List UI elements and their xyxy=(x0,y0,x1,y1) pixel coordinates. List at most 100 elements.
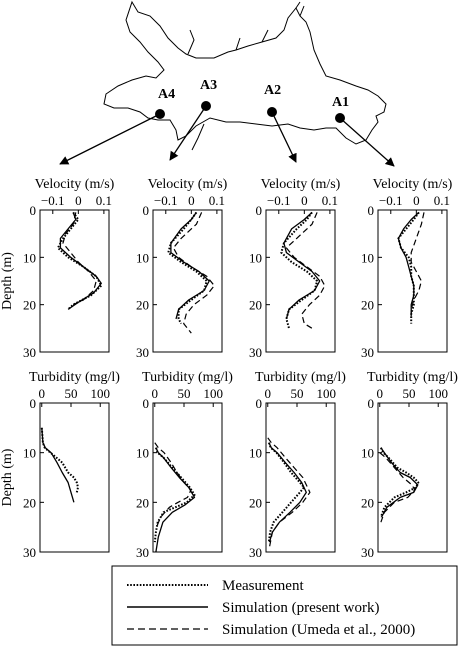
station-arrow-a2 xyxy=(271,111,297,163)
x-axis-label: Velocity (m/s) xyxy=(35,177,115,192)
y-tick-label: 10 xyxy=(249,446,262,461)
y-tick-label: 20 xyxy=(249,495,262,510)
station-arrow-a1 xyxy=(339,117,395,167)
y-tick-label: 30 xyxy=(23,345,36,360)
series-dashed xyxy=(154,442,192,528)
panel-velocity-a1: Velocity (m/s)−0.1 0 0.1 0 10 20 30 xyxy=(361,177,453,360)
x-axis-label: Turbidity (mg/l) xyxy=(142,370,233,385)
y-tick-label: 0 xyxy=(256,203,263,218)
plot-frame xyxy=(265,209,336,353)
y-tick-label: 20 xyxy=(23,495,36,510)
panel-velocity-a2: Velocity (m/s)−0.1 0 0.1 0 10 20 30 xyxy=(249,177,341,360)
y-tick-label: 0 xyxy=(368,203,375,218)
legend-label-measurement: Measurement xyxy=(222,578,304,594)
plot-frame xyxy=(265,402,336,553)
plot-frame xyxy=(377,209,448,353)
y-tick-label: 20 xyxy=(361,298,374,313)
x-axis-label: Turbidity (mg/l) xyxy=(255,370,346,385)
station-a4: A4 xyxy=(59,87,175,165)
series-dashed xyxy=(285,212,326,329)
series-solid xyxy=(170,212,210,320)
plot-frame xyxy=(152,209,223,353)
y-tick-label: 20 xyxy=(249,298,262,313)
series-dashed xyxy=(267,437,311,548)
y-tick-label: 0 xyxy=(368,396,375,411)
series-solid xyxy=(41,427,75,503)
series-solid xyxy=(59,212,102,310)
y-tick-label: 30 xyxy=(361,345,374,360)
plot-frame xyxy=(39,402,110,553)
x-tick-label: −0.1 xyxy=(379,193,403,208)
x-tick-label: 100 xyxy=(203,386,223,401)
x-axis-label: Velocity (m/s) xyxy=(261,177,341,192)
y-tick-label: 20 xyxy=(136,298,149,313)
y-tick-label: 20 xyxy=(136,495,149,510)
plot-frame xyxy=(377,402,448,553)
y-tick-label: 0 xyxy=(143,396,150,411)
y-axis-label: Depth (m) xyxy=(0,252,15,310)
x-tick-label: −0.1 xyxy=(267,193,291,208)
station-a3: A3 xyxy=(169,78,217,161)
y-tick-label: 30 xyxy=(136,345,149,360)
legend-label-umeda: Simulation (Umeda et al., 2000) xyxy=(222,622,415,638)
y-tick-label: 10 xyxy=(249,250,262,265)
series-dashed xyxy=(379,452,416,523)
y-tick-label: 30 xyxy=(361,545,374,560)
y-tick-label: 0 xyxy=(30,203,37,218)
series-solid xyxy=(155,447,196,553)
y-tick-label: 30 xyxy=(23,545,36,560)
y-tick-label: 20 xyxy=(23,298,36,313)
x-tick-label: 0 xyxy=(75,193,82,208)
x-tick-label: 0 xyxy=(39,386,46,401)
x-axis-label: Turbidity (mg/l) xyxy=(29,370,120,385)
reservoir-outline xyxy=(103,0,387,145)
series-dotted xyxy=(56,211,103,311)
series-dashed xyxy=(172,212,215,334)
station-a2: A2 xyxy=(264,83,297,163)
legend: Measurement Simulation (present work) Si… xyxy=(111,565,458,646)
x-tick-label: −0.1 xyxy=(41,193,65,208)
x-tick-label: 0.1 xyxy=(96,193,112,208)
legend-box xyxy=(111,565,458,646)
y-tick-label: 30 xyxy=(249,545,262,560)
station-label-a1: A1 xyxy=(332,95,349,110)
series-solid xyxy=(283,211,321,320)
y-tick-label: 0 xyxy=(143,203,150,218)
x-tick-label: 50 xyxy=(402,386,415,401)
station-label-a4: A4 xyxy=(158,87,175,102)
x-axis-label: Turbidity (mg/l) xyxy=(367,370,458,385)
series-solid xyxy=(268,442,307,543)
series-dashed xyxy=(410,212,425,319)
series-dotted xyxy=(397,211,420,324)
series-dotted xyxy=(167,211,208,325)
x-tick-label: 0.1 xyxy=(209,193,225,208)
x-tick-label: 50 xyxy=(290,386,303,401)
x-tick-label: 50 xyxy=(64,386,77,401)
y-tick-label: 0 xyxy=(30,396,37,411)
station-label-a3: A3 xyxy=(200,78,217,93)
series-dotted xyxy=(267,442,305,543)
x-tick-label: 0 xyxy=(377,386,384,401)
station-arrow-a4 xyxy=(59,113,161,165)
reservoir-map xyxy=(103,0,387,151)
series-solid xyxy=(397,211,420,315)
x-axis-label: Velocity (m/s) xyxy=(373,177,453,192)
y-tick-label: 0 xyxy=(256,396,263,411)
station-a1: A1 xyxy=(332,95,395,167)
legend-label-present-work: Simulation (present work) xyxy=(222,600,379,616)
y-tick-label: 10 xyxy=(361,250,374,265)
panel-velocity-a3: Velocity (m/s)−0.1 0 0.1 0 10 20 30 xyxy=(136,177,228,360)
y-tick-label: 30 xyxy=(136,545,149,560)
y-tick-label: 10 xyxy=(23,446,36,461)
series-solid xyxy=(380,447,419,518)
x-tick-label: 0 xyxy=(265,386,272,401)
series-dotted xyxy=(40,427,79,493)
series-dotted xyxy=(379,447,420,518)
x-tick-label: 0 xyxy=(413,193,420,208)
x-tick-label: 100 xyxy=(428,386,448,401)
x-tick-label: 0 xyxy=(301,193,308,208)
